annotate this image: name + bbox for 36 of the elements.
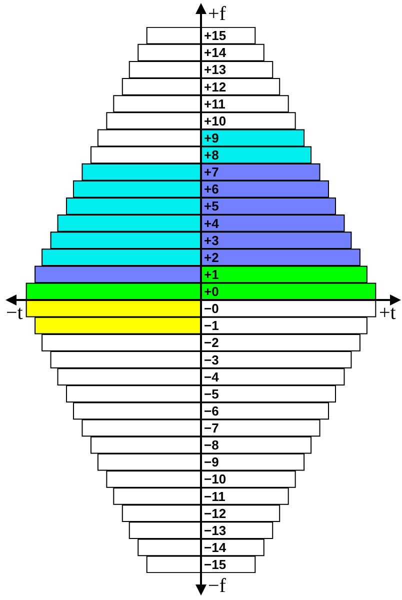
y-tick-label: +12: [204, 79, 226, 94]
y-tick-label: +2: [204, 250, 219, 265]
y-tick-label: −7: [204, 420, 219, 436]
y-tick-label: −14: [204, 540, 227, 555]
y-tick-label: +4: [204, 216, 220, 231]
y-tick-label: +0: [204, 284, 219, 300]
y-tick-label: +9: [204, 130, 219, 146]
y-tick-label: +7: [204, 164, 219, 180]
y-tick-label: −15: [204, 557, 226, 572]
y-tick-label: +6: [204, 182, 219, 197]
y-tick-label: −13: [204, 522, 226, 538]
y-tick-label: −11: [204, 488, 226, 504]
y-tick-label: +15: [204, 28, 226, 44]
y-tick-label: +13: [204, 62, 226, 78]
text: +t: [379, 302, 396, 324]
y-tick-label: +14: [204, 45, 227, 60]
y-tick-label: +8: [204, 148, 219, 163]
y-tick-label: +1: [204, 266, 219, 282]
text: +f: [208, 3, 226, 25]
text: −t: [6, 302, 24, 324]
y-tick-label: −8: [204, 438, 219, 453]
y-tick-label: +5: [204, 198, 219, 214]
y-tick-label: −10: [204, 472, 226, 487]
y-tick-label: −6: [204, 403, 219, 418]
y-tick-label: −2: [204, 335, 219, 350]
y-tick-label: +10: [204, 113, 226, 128]
y-tick-label: −9: [204, 454, 219, 470]
y-tick-label: −1: [204, 318, 219, 334]
y-tick-label: −12: [204, 506, 226, 521]
y-tick-label: +3: [204, 232, 219, 248]
y-tick-label: −5: [204, 386, 219, 402]
y-tick-label: +11: [204, 96, 226, 112]
y-tick-label: −3: [204, 352, 219, 368]
y-tick-label: −0: [204, 301, 219, 316]
y-tick-label: −4: [204, 369, 220, 384]
text: −f: [208, 575, 226, 597]
